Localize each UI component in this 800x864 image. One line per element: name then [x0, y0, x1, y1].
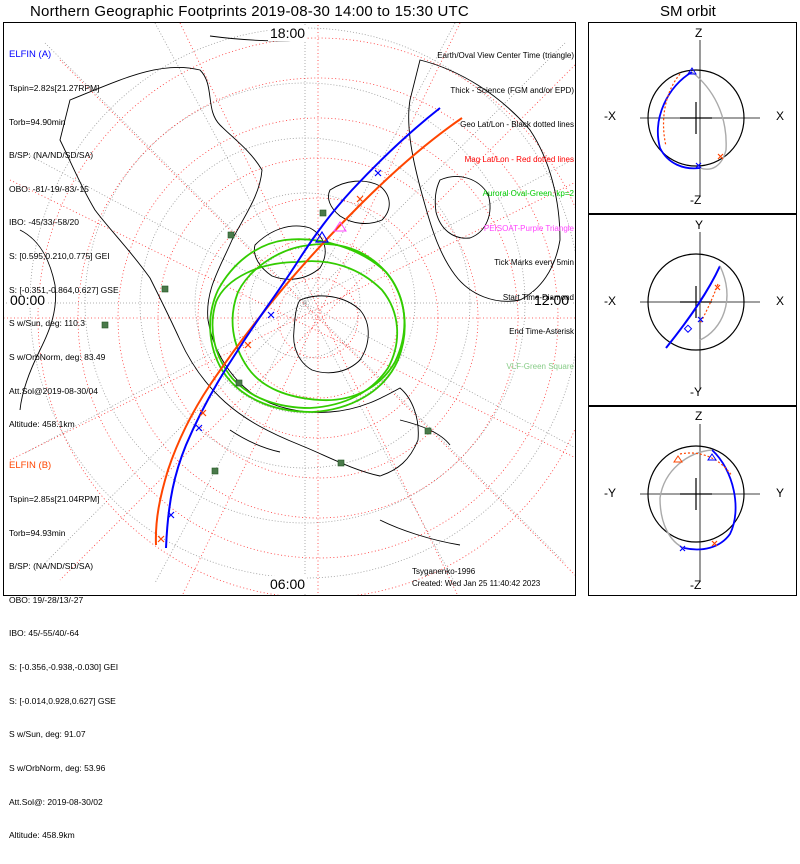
- created-stamp: Created: Wed Jan 25 11:40:42 2023: [412, 579, 541, 588]
- legend-item: Auroral Oval-Green, kp=2: [482, 189, 574, 198]
- model-credit: Tsyganenko-1996: [412, 567, 476, 576]
- sm2-top-label: Y: [695, 218, 704, 232]
- peisoat-triangle: [333, 221, 347, 232]
- legend-item: End Time-Asterisk: [509, 327, 574, 336]
- elfin-b-line: S: [-0.356,-0.938,-0.030] GEI: [9, 662, 119, 673]
- auroral-oval: [209, 238, 406, 413]
- elfin-a-line: Torb=94.90min: [9, 116, 66, 127]
- legend-item: Start Time-Diamond: [502, 292, 574, 302]
- sm-orbit-panels: [640, 40, 760, 582]
- elfin-b-line: S w/OrbNorm, deg: 53.96: [9, 762, 106, 773]
- elfin-a-line: Altitude: 458.1km: [9, 419, 75, 430]
- sm1-bottom-label: -Z: [690, 193, 702, 207]
- sm3-right-label: Y: [776, 486, 785, 500]
- geo-grid: [4, 23, 575, 595]
- vlf-stations: [101, 209, 432, 475]
- sm2-right-label: X: [776, 294, 785, 308]
- sm3-left-label: -Y: [604, 486, 616, 500]
- legend-item: PEISOAT-Purple Triangle: [483, 223, 574, 233]
- elfin-b-line: B/SP: (NA/ND/SD/SA): [9, 561, 94, 572]
- time-label-left: 00:00: [8, 292, 48, 308]
- map-frame: [3, 22, 576, 596]
- time-label-top: 18:00: [268, 25, 308, 41]
- sm-panel-frame-1: [588, 22, 797, 214]
- time-label-bottom: 06:00: [268, 576, 308, 592]
- legend-item: VLF-Green Square: [506, 361, 574, 371]
- sm-orbit-title: SM orbit: [660, 3, 716, 20]
- elfin-a-line: Att.Sol@2019-08-30/04: [9, 385, 98, 396]
- elfin-b-line: S w/Sun, deg: 91.07: [9, 729, 86, 740]
- footprint-figure: Northern Geographic Footprints 2019-08-3…: [3, 3, 797, 840]
- elfin-a-name: ELFIN (A): [9, 49, 52, 61]
- sm2-bottom-label: -Y: [690, 385, 702, 399]
- legend: Earth/Oval View Center Time (triangle) T…: [437, 27, 574, 395]
- elfin-a-line: S: [-0.351,-0.864,0.627] GSE: [9, 284, 119, 295]
- elfin-a-info: ELFIN (A) Tspin=2.82s[21.27RPM] Torb=94.…: [9, 27, 119, 453]
- legend-item: Mag Lat/Lon - Red dotted lines: [464, 154, 574, 164]
- sm1-left-label: -X: [604, 109, 616, 123]
- sm3-bottom-label: -Z: [690, 578, 702, 592]
- elfin-a-line: S w/Sun, deg: 110.3: [9, 318, 85, 329]
- elfin-b-line: Att.Sol@: 2019-08-30/02: [9, 796, 103, 807]
- elfin-b-line: Tspin=2.85s[21.04RPM]: [9, 494, 100, 505]
- sm-panel-yz: [640, 424, 760, 582]
- elfin-b-line: S: [-0.014,0.928,0.627] GSE: [9, 695, 116, 706]
- view-center-triangle: [314, 230, 330, 243]
- elfin-b-line: IBO: 45/-55/40/-64: [9, 628, 79, 639]
- elfin-b-name: ELFIN (B): [9, 460, 52, 472]
- plot-title: Northern Geographic Footprints 2019-08-3…: [30, 3, 469, 20]
- sm-panel-frame-3: [588, 406, 797, 596]
- time-label-right: 12:00: [532, 292, 572, 308]
- sm2-left-label: -X: [604, 294, 616, 308]
- legend-item: Tick Marks every 5min: [494, 258, 574, 267]
- elfin-a-track: [165, 107, 441, 549]
- legend-item: Earth/Oval View Center Time (triangle): [437, 51, 574, 60]
- elfin-a-line: IBO: -45/33/-58/20: [9, 217, 79, 228]
- elfin-a-line: S w/OrbNorm, deg: 83.49: [9, 351, 106, 362]
- elfin-b-line: Torb=94.93min: [9, 527, 66, 538]
- elfin-a-line: OBO: -81/-19/-83/-15: [9, 183, 89, 194]
- polar-map: [4, 23, 575, 595]
- sm-panel-xz: [640, 40, 760, 196]
- track-ticks: [157, 169, 382, 543]
- elfin-a-line: Tspin=2.82s[21.27RPM]: [9, 83, 100, 94]
- sm-panel-frame-2: [588, 214, 797, 406]
- sm1-right-label: X: [776, 109, 785, 123]
- sm1-top-label: Z: [695, 26, 703, 40]
- mag-grid: [4, 23, 575, 595]
- sm3-top-label: Z: [695, 409, 703, 423]
- legend-item: Geo Lat/Lon - Black dotted lines: [460, 120, 574, 129]
- elfin-a-line: S: [0.595,0.210,0.775] GEI: [9, 251, 110, 262]
- sm-panel-xy: [640, 232, 760, 390]
- elfin-a-line: B/SP: (NA/ND/SD/SA): [9, 150, 94, 161]
- legend-item: Thick - Science (FGM and/or EPD): [450, 85, 574, 95]
- elfin-b-line: Altitude: 458.9km: [9, 830, 75, 841]
